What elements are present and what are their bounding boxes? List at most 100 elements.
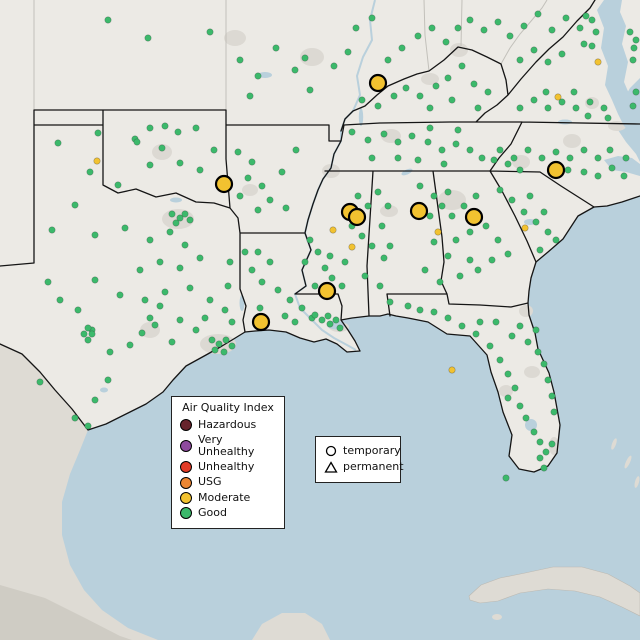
aqi-marker-good[interactable] xyxy=(138,329,146,337)
aqi-marker-temporary-moderate[interactable] xyxy=(251,312,271,332)
aqi-marker-good[interactable] xyxy=(582,12,590,20)
aqi-marker-good[interactable] xyxy=(466,16,474,24)
aqi-marker-good[interactable] xyxy=(168,338,176,346)
aqi-marker-good[interactable] xyxy=(558,50,566,58)
aqi-marker-good[interactable] xyxy=(274,286,282,294)
aqi-marker-moderate[interactable] xyxy=(554,93,562,101)
aqi-marker-good[interactable] xyxy=(572,104,580,112)
aqi-marker-good[interactable] xyxy=(368,242,376,250)
aqi-marker-good[interactable] xyxy=(358,96,366,104)
aqi-marker-good[interactable] xyxy=(208,336,216,344)
aqi-marker-good[interactable] xyxy=(584,112,592,120)
aqi-marker-good[interactable] xyxy=(84,422,92,430)
aqi-marker-good[interactable] xyxy=(201,314,209,322)
aqi-marker-good[interactable] xyxy=(472,330,480,338)
aqi-marker-good[interactable] xyxy=(402,84,410,92)
aqi-marker-good[interactable] xyxy=(91,276,99,284)
aqi-marker-good[interactable] xyxy=(586,98,594,106)
aqi-marker-good[interactable] xyxy=(241,248,249,256)
aqi-marker-good[interactable] xyxy=(504,394,512,402)
aqi-marker-good[interactable] xyxy=(368,14,376,22)
aqi-marker-good[interactable] xyxy=(548,26,556,34)
aqi-marker-good[interactable] xyxy=(104,16,112,24)
aqi-marker-good[interactable] xyxy=(482,222,490,230)
aqi-marker-good[interactable] xyxy=(516,166,524,174)
aqi-marker-good[interactable] xyxy=(564,166,572,174)
aqi-marker-good[interactable] xyxy=(540,360,548,368)
aqi-marker-good[interactable] xyxy=(121,224,129,232)
aqi-marker-good[interactable] xyxy=(156,302,164,310)
aqi-marker-good[interactable] xyxy=(562,14,570,22)
aqi-marker-good[interactable] xyxy=(258,182,266,190)
aqi-marker-good[interactable] xyxy=(432,82,440,90)
aqi-marker-good[interactable] xyxy=(146,161,154,169)
aqi-marker-good[interactable] xyxy=(254,248,262,256)
aqi-marker-good[interactable] xyxy=(436,278,444,286)
aqi-marker-moderate[interactable] xyxy=(93,157,101,165)
aqi-marker-good[interactable] xyxy=(161,288,169,296)
aqi-marker-good[interactable] xyxy=(326,252,334,260)
aqi-marker-good[interactable] xyxy=(416,182,424,190)
aqi-marker-moderate[interactable] xyxy=(448,366,456,374)
aqi-marker-moderate[interactable] xyxy=(329,226,337,234)
aqi-marker-good[interactable] xyxy=(161,122,169,130)
aqi-marker-good[interactable] xyxy=(181,241,189,249)
aqi-marker-good[interactable] xyxy=(332,316,340,324)
aqi-marker-good[interactable] xyxy=(620,172,628,180)
aqi-marker-good[interactable] xyxy=(534,348,542,356)
aqi-marker-good[interactable] xyxy=(472,192,480,200)
aqi-marker-good[interactable] xyxy=(224,282,232,290)
aqi-marker-good[interactable] xyxy=(490,156,498,164)
aqi-marker-good[interactable] xyxy=(206,28,214,36)
aqi-marker-good[interactable] xyxy=(452,236,460,244)
aqi-marker-good[interactable] xyxy=(414,156,422,164)
aqi-marker-good[interactable] xyxy=(176,264,184,272)
aqi-marker-good[interactable] xyxy=(588,42,596,50)
aqi-marker-good[interactable] xyxy=(321,264,329,272)
aqi-marker-good[interactable] xyxy=(84,324,92,332)
aqi-marker-good[interactable] xyxy=(311,311,319,319)
aqi-marker-good[interactable] xyxy=(438,146,446,154)
aqi-marker-good[interactable] xyxy=(166,228,174,236)
aqi-marker-good[interactable] xyxy=(306,236,314,244)
aqi-marker-good[interactable] xyxy=(538,154,546,162)
aqi-marker-good[interactable] xyxy=(536,246,544,254)
aqi-marker-good[interactable] xyxy=(291,318,299,326)
aqi-marker-moderate[interactable] xyxy=(594,58,602,66)
aqi-marker-good[interactable] xyxy=(146,314,154,322)
aqi-marker-good[interactable] xyxy=(220,348,228,356)
aqi-marker-good[interactable] xyxy=(442,38,450,46)
aqi-marker-good[interactable] xyxy=(532,326,540,334)
aqi-marker-good[interactable] xyxy=(114,181,122,189)
aqi-marker-good[interactable] xyxy=(494,18,502,26)
aqi-marker-good[interactable] xyxy=(470,80,478,88)
aqi-marker-good[interactable] xyxy=(168,210,176,218)
aqi-marker-good[interactable] xyxy=(404,302,412,310)
aqi-marker-good[interactable] xyxy=(460,202,468,210)
aqi-marker-good[interactable] xyxy=(44,278,52,286)
aqi-marker-good[interactable] xyxy=(311,282,319,290)
aqi-marker-good[interactable] xyxy=(86,168,94,176)
aqi-marker-good[interactable] xyxy=(330,62,338,70)
aqi-marker-good[interactable] xyxy=(176,159,184,167)
aqi-marker-good[interactable] xyxy=(580,40,588,48)
aqi-marker-temporary-moderate[interactable] xyxy=(368,73,388,93)
aqi-marker-good[interactable] xyxy=(174,128,182,136)
aqi-marker-good[interactable] xyxy=(384,202,392,210)
aqi-marker-good[interactable] xyxy=(416,92,424,100)
aqi-marker-good[interactable] xyxy=(588,16,596,24)
aqi-marker-good[interactable] xyxy=(36,378,44,386)
aqi-marker-good[interactable] xyxy=(536,438,544,446)
aqi-marker-good[interactable] xyxy=(378,222,386,230)
aqi-marker-good[interactable] xyxy=(374,188,382,196)
aqi-marker-good[interactable] xyxy=(91,231,99,239)
aqi-marker-good[interactable] xyxy=(221,306,229,314)
aqi-marker-good[interactable] xyxy=(600,104,608,112)
aqi-marker-good[interactable] xyxy=(408,132,416,140)
aqi-marker-good[interactable] xyxy=(622,154,630,162)
aqi-marker-good[interactable] xyxy=(516,402,524,410)
aqi-marker-good[interactable] xyxy=(291,66,299,74)
aqi-marker-good[interactable] xyxy=(91,396,99,404)
aqi-marker-good[interactable] xyxy=(476,318,484,326)
aqi-marker-good[interactable] xyxy=(364,202,372,210)
